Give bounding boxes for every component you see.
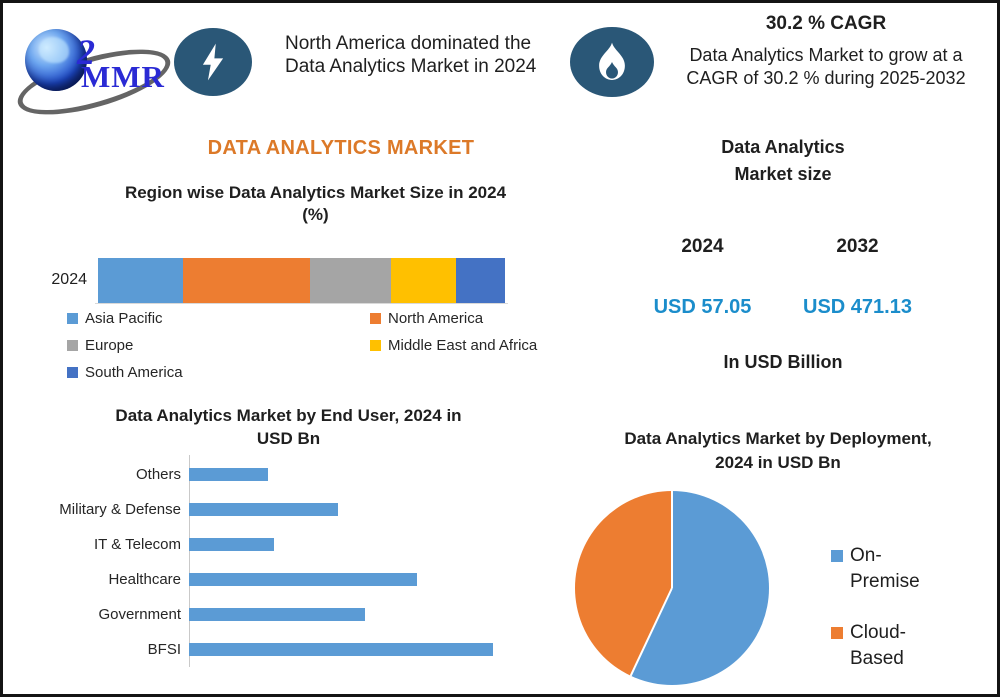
market-size-unit: In USD Billion (723, 352, 843, 372)
bar-segment-middle-east-and-africa (391, 258, 457, 303)
market-size-column-2032: 2032 USD 471.13 (780, 236, 935, 319)
end-user-category-label: Healthcare (108, 571, 181, 588)
region-chart-title: Region wise Data Analytics Market Size i… (58, 182, 573, 227)
legend-label: Europe (85, 337, 134, 354)
headline-text: North America dominated the Data Analyti… (285, 32, 557, 78)
legend-marker-icon (831, 550, 843, 562)
end-user-category-label: Others (135, 466, 181, 483)
end-user-bar-bfsi (189, 643, 493, 656)
legend-item-asia-pacific: Asia Pacific (67, 309, 370, 328)
bar-segment-north-america (183, 258, 310, 303)
market-size-title: Data Analytics Market size (648, 134, 918, 188)
end-user-bar-it-telecom (189, 538, 274, 551)
end-user-bar-others (189, 468, 268, 481)
pie-slice-divider (629, 587, 673, 677)
legend-item-on-premise: On-Premise (831, 543, 942, 594)
pie-slice-divider (671, 491, 673, 588)
legend-marker-icon (67, 340, 78, 351)
legend-label: Asia Pacific (85, 310, 163, 327)
flame-badge (570, 27, 654, 97)
market-size-title-line: Market size (734, 164, 832, 184)
legend-label: North America (388, 310, 484, 327)
legend-label: South America (85, 364, 183, 381)
market-size-title-line: Data Analytics (721, 137, 845, 157)
logo-numeral: 2 (77, 32, 95, 72)
end-user-category-label: BFSI (147, 641, 181, 658)
bar-segment-south-america (456, 258, 505, 303)
lightning-icon (202, 43, 224, 81)
end-user-row-government: Government (33, 597, 365, 632)
legend-label: On-Premise (850, 545, 920, 592)
region-chart-year-label: 2024 (51, 271, 87, 288)
end-user-bar-military-defense (189, 503, 338, 516)
legend-item-europe: Europe (67, 336, 370, 355)
end-user-row-healthcare: Healthcare (33, 562, 417, 597)
end-user-category-label: Government (98, 606, 181, 623)
legend-item-middle-east-and-africa: Middle East and Africa (370, 336, 547, 355)
legend-label: Cloud-Based (850, 622, 906, 669)
legend-item-south-america: South America (67, 363, 370, 382)
deployment-chart-title-line: Data Analytics Market by Deployment, (624, 429, 932, 448)
market-size-value: USD 57.05 (653, 296, 752, 318)
legend-marker-icon (67, 367, 78, 378)
legend-marker-icon (370, 340, 381, 351)
deployment-chart-title-line: 2024 in USD Bn (715, 452, 841, 472)
cagr-title: 30.2 % CAGR (765, 13, 887, 34)
market-size-column-2024: 2024 USD 57.05 (625, 236, 780, 319)
headline-line: Data Analytics Market in 2024 (285, 56, 537, 78)
bar-segment-asia-pacific (98, 258, 184, 303)
legend-item-north-america: North America (370, 309, 547, 328)
flame-icon (599, 42, 625, 80)
deployment-pie (575, 491, 769, 685)
region-stacked-bar (98, 258, 505, 303)
region-chart-title-line: Region wise Data Analytics Market Size i… (124, 183, 507, 202)
page-title: DATA ANALYTICS MARKET (207, 137, 475, 159)
end-user-chart-title: Data Analytics Market by End User, 2024 … (31, 405, 546, 451)
legend-label: Middle East and Africa (388, 337, 538, 354)
bar-segment-europe (309, 258, 392, 303)
cagr-description: Data Analytics Market to grow at a CAGR … (655, 44, 997, 89)
region-legend: Asia Pacific North America Europe Middle Ea… (67, 309, 547, 382)
end-user-axis-line (189, 455, 190, 667)
legend-marker-icon (67, 313, 78, 324)
end-user-category-label: Military & Defense (59, 501, 181, 518)
mmr-logo: 2 MMR (11, 17, 180, 128)
logo-text: MMR (81, 59, 165, 94)
cagr-block: 30.2 % CAGR Data Analytics Market to gro… (655, 13, 997, 89)
end-user-bar-healthcare (189, 573, 417, 586)
legend-marker-icon (831, 627, 843, 640)
globe-icon (25, 29, 87, 91)
end-user-chart-title-line: USD Bn (256, 428, 321, 448)
legend-item-cloud-based: Cloud-Based (831, 620, 942, 671)
deployment-chart-title: Data Analytics Market by Deployment, 202… (568, 427, 988, 475)
lightning-badge (174, 28, 252, 96)
deployment-legend: On-Premise Cloud-Based (831, 543, 942, 694)
region-chart-title-line: (%) (302, 205, 329, 225)
cagr-desc-line: CAGR of 30.2 % during 2025-2032 (686, 67, 966, 88)
end-user-category-label: IT & Telecom (94, 536, 181, 553)
end-user-bar-government (189, 608, 365, 621)
legend-marker-icon (370, 313, 381, 324)
market-size-year: 2032 (836, 236, 879, 257)
end-user-row-bfsi: BFSI (33, 632, 493, 667)
region-chart-axis-line (95, 303, 508, 304)
market-size-value: USD 471.13 (803, 296, 912, 318)
market-size-year: 2024 (681, 236, 724, 257)
end-user-row-it-telecom: IT & Telecom (33, 527, 274, 562)
market-size-columns: 2024 USD 57.05 2032 USD 471.13 (625, 236, 935, 319)
end-user-chart-title-line: Data Analytics Market by End User, 2024 … (115, 406, 462, 425)
end-user-row-others: Others (33, 457, 268, 492)
headline-line: North America dominated the (285, 33, 532, 54)
cagr-desc-line: Data Analytics Market to grow at a (689, 45, 963, 65)
end-user-row-military-defense: Military & Defense (33, 492, 338, 527)
